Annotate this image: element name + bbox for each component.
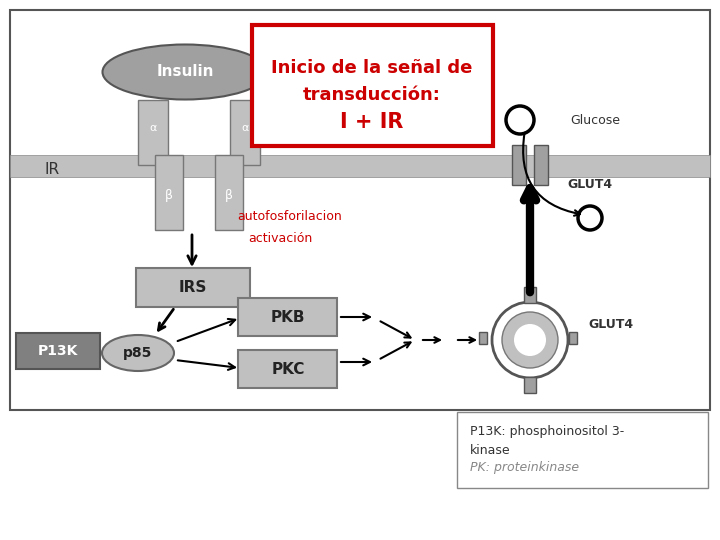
Text: α: α (149, 123, 157, 133)
Text: P13K: phosphoinositol 3-: P13K: phosphoinositol 3- (470, 426, 624, 438)
Circle shape (492, 302, 568, 378)
Text: PKC: PKC (271, 361, 305, 376)
Text: Inicio de la señal de: Inicio de la señal de (271, 59, 473, 77)
Text: transducción:: transducción: (303, 86, 441, 104)
Ellipse shape (102, 44, 268, 99)
Text: autofosforilacion: autofosforilacion (238, 211, 343, 224)
Text: IRS: IRS (179, 280, 207, 294)
Circle shape (514, 324, 546, 356)
FancyBboxPatch shape (10, 155, 710, 177)
FancyBboxPatch shape (215, 155, 243, 230)
Circle shape (512, 112, 528, 128)
FancyBboxPatch shape (138, 100, 168, 165)
FancyBboxPatch shape (16, 333, 100, 369)
Text: GLUT4: GLUT4 (588, 319, 633, 332)
FancyBboxPatch shape (136, 268, 250, 307)
Text: kinase: kinase (470, 443, 510, 456)
Text: α: α (241, 123, 248, 133)
FancyBboxPatch shape (230, 100, 260, 165)
FancyBboxPatch shape (155, 155, 183, 230)
Text: IR: IR (45, 163, 60, 178)
Text: P13K: P13K (38, 344, 78, 358)
FancyBboxPatch shape (524, 287, 536, 303)
FancyBboxPatch shape (252, 25, 493, 146)
Text: PKB: PKB (271, 309, 305, 325)
Text: PK: proteinkinase: PK: proteinkinase (470, 462, 579, 475)
Text: p85: p85 (123, 346, 153, 360)
Text: activación: activación (248, 232, 312, 245)
FancyBboxPatch shape (10, 10, 710, 410)
FancyBboxPatch shape (569, 332, 577, 344)
FancyBboxPatch shape (512, 145, 526, 185)
Text: Insulin: Insulin (156, 64, 214, 79)
Ellipse shape (102, 335, 174, 371)
FancyBboxPatch shape (238, 350, 337, 388)
FancyBboxPatch shape (524, 377, 536, 393)
Text: Glucose: Glucose (570, 113, 620, 126)
Text: GLUT4: GLUT4 (567, 179, 613, 192)
Text: I + IR: I + IR (341, 112, 404, 132)
FancyBboxPatch shape (534, 145, 548, 185)
Circle shape (502, 312, 558, 368)
FancyBboxPatch shape (238, 298, 337, 336)
FancyBboxPatch shape (457, 412, 708, 488)
Text: β: β (225, 188, 233, 201)
Text: β: β (165, 188, 173, 201)
FancyBboxPatch shape (479, 332, 487, 344)
